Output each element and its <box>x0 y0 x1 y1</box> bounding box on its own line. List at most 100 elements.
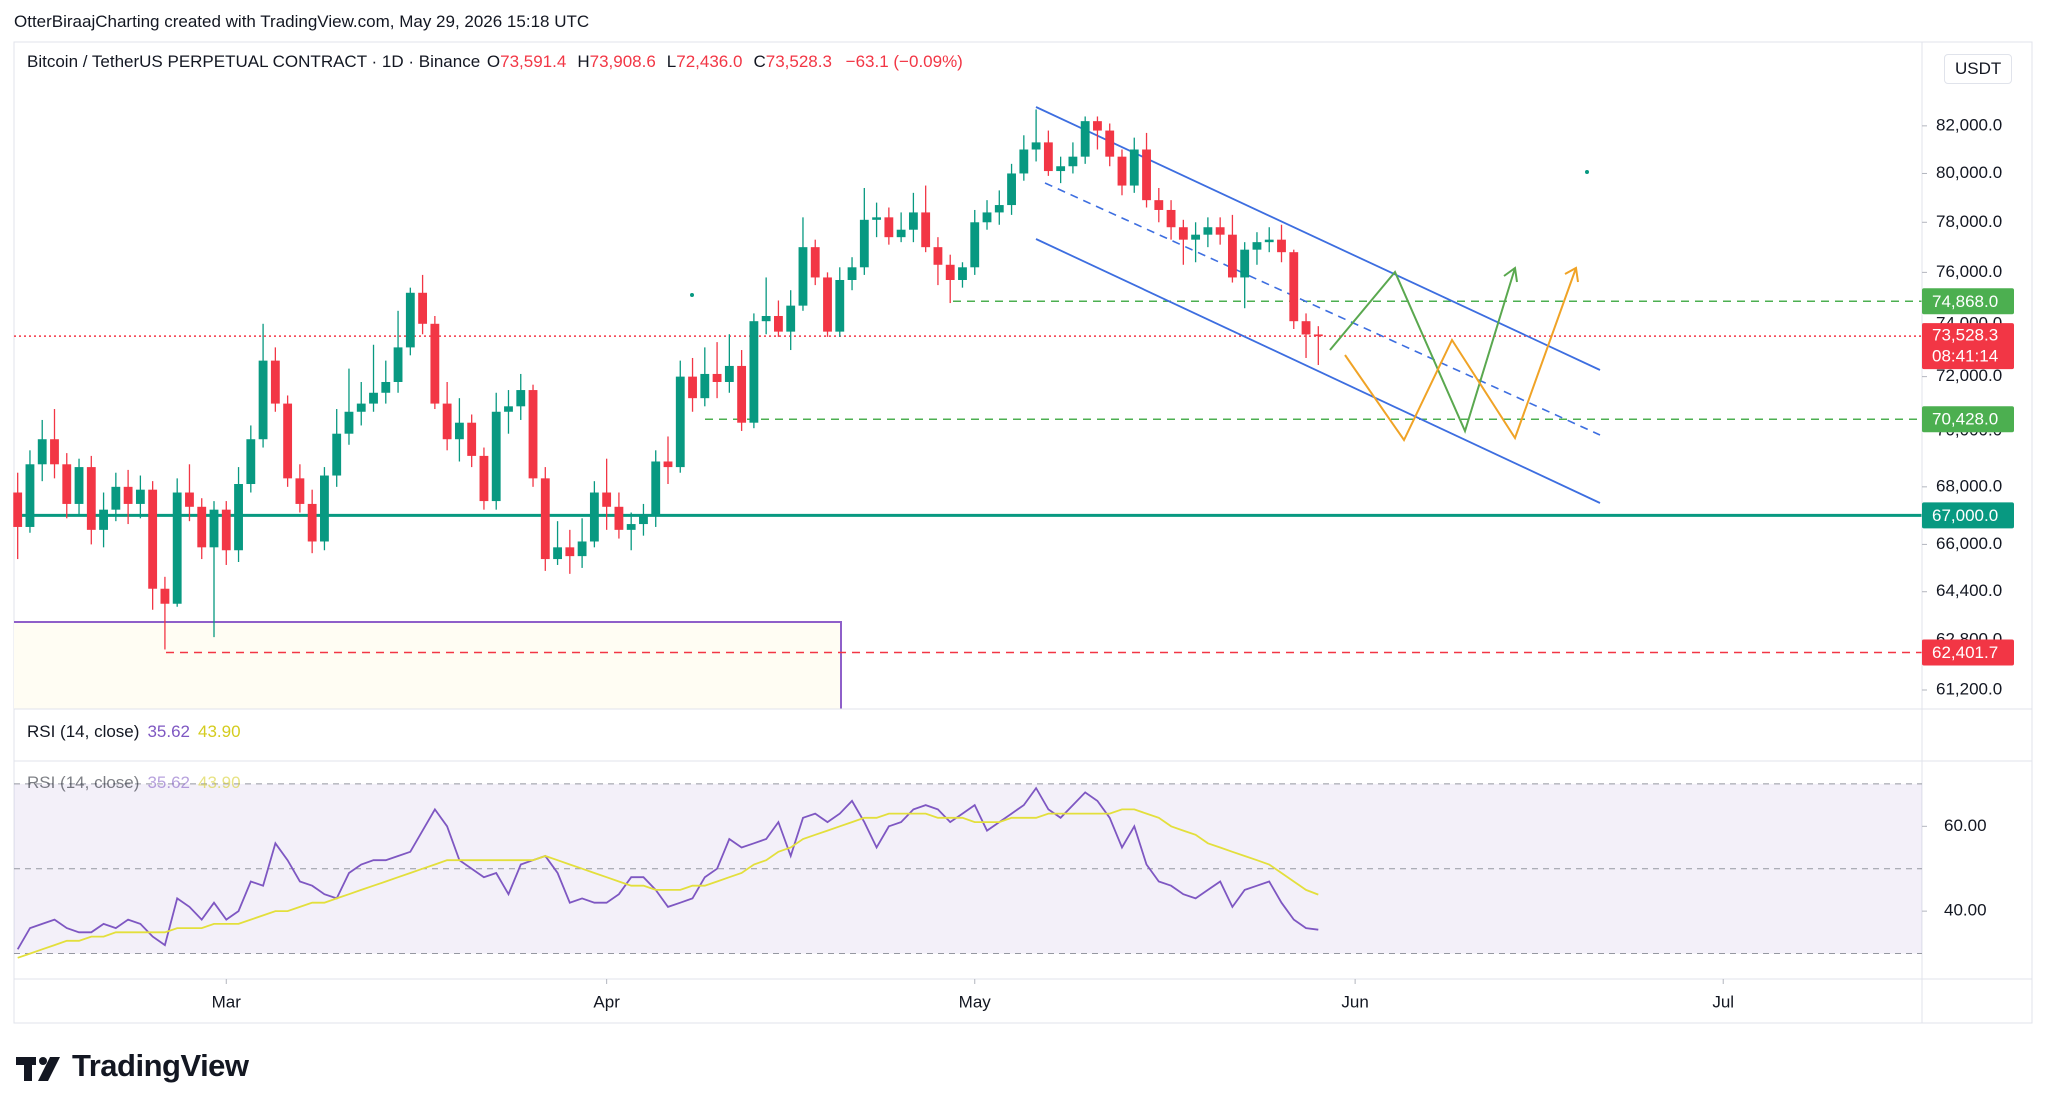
y-tick-label: 78,000.0 <box>1936 212 2002 231</box>
countdown: 08:41:14 <box>1932 347 1998 366</box>
level-label: 62,401.7 <box>1932 643 1998 662</box>
x-tick-label: Jul <box>1712 992 1734 1011</box>
candle-body <box>737 365 747 423</box>
candle-body <box>823 277 832 332</box>
candle-body <box>430 323 440 404</box>
candle-body <box>1056 166 1066 172</box>
y-tick-label: 72,000.0 <box>1936 366 2002 385</box>
rsi-title: RSI (14, close) <box>27 773 140 792</box>
candle-body <box>958 267 967 280</box>
candle-body <box>626 524 636 530</box>
candle-body <box>504 406 513 412</box>
candle-body <box>1129 149 1139 186</box>
footer-logo: TradingView <box>72 1048 249 1083</box>
arrow-head <box>1564 266 1579 283</box>
candle-body <box>1019 149 1029 174</box>
rsi-ma-line <box>17 808 1319 959</box>
candle-body <box>467 422 477 456</box>
candle-body <box>99 509 108 530</box>
candle-body <box>283 403 293 479</box>
candle-body <box>332 433 342 476</box>
rsi-legend: RSI (14, close) 35.62 43.90 <box>27 722 241 742</box>
candle-body <box>835 279 845 332</box>
level-label-bg <box>1922 639 2014 666</box>
candle-body <box>589 492 599 542</box>
candle-body <box>1142 149 1151 201</box>
candle-body <box>111 486 121 510</box>
candle-body <box>774 315 783 332</box>
candle-body <box>1301 321 1311 335</box>
candle-body <box>405 292 415 348</box>
candle-body <box>1203 227 1213 235</box>
candle-body <box>123 486 133 504</box>
levels <box>14 300 1922 654</box>
candle-body <box>221 509 231 551</box>
projection-green <box>1329 267 1516 434</box>
candle-body <box>896 229 906 238</box>
arrow-head <box>1503 266 1518 283</box>
channel-mid <box>1044 182 1601 436</box>
candle-body <box>1043 142 1053 172</box>
candle-body <box>528 390 538 479</box>
candle-body <box>933 247 943 265</box>
candle-body <box>1313 334 1323 337</box>
rsi-y-tick-label: 60.00 <box>1944 816 1987 835</box>
ohlc-value: 72,436.0 <box>676 52 743 71</box>
ohlc-value: 73,908.6 <box>589 52 656 71</box>
candle-body <box>1093 121 1102 131</box>
candle-body <box>1080 121 1090 157</box>
rsi-value: 35.62 <box>147 722 190 741</box>
candle-body <box>62 464 72 504</box>
candle-body <box>847 267 857 280</box>
symbol: Bitcoin / TetherUS PERPETUAL CONTRACT · … <box>27 52 481 71</box>
candle-body <box>810 247 820 278</box>
candle-body <box>798 247 808 306</box>
ohlc-key: C <box>753 52 766 71</box>
candle-body <box>356 403 366 412</box>
candles <box>13 109 1323 650</box>
rsi-line <box>16 786 1319 950</box>
candle-body <box>688 376 697 399</box>
y-tick-label: 68,000.0 <box>1936 476 2002 495</box>
level-label: 70,428.0 <box>1932 410 1998 429</box>
candle-body <box>1240 249 1250 278</box>
candle-body <box>614 506 624 530</box>
candle-body <box>516 390 526 407</box>
range-box-border <box>14 621 842 709</box>
candle-body <box>994 205 1004 213</box>
candle-body <box>50 439 59 465</box>
candle-body <box>454 422 464 440</box>
candle-body <box>209 509 219 548</box>
candle-body <box>135 489 145 504</box>
currency-button[interactable]: USDT <box>1944 54 2013 84</box>
candle-body <box>369 392 378 404</box>
last-price-label: 73,528.3 <box>1932 326 1998 345</box>
candle-body <box>761 315 771 322</box>
y-tick-label: 64,400.0 <box>1936 581 2002 600</box>
candle-body <box>1117 156 1127 186</box>
candle-body <box>859 219 869 268</box>
candle-body <box>1191 234 1201 240</box>
candle-body <box>884 217 894 238</box>
candle-body <box>381 381 391 393</box>
candle-body <box>148 489 158 589</box>
level-label-bg <box>1922 406 2014 433</box>
candle-body <box>749 321 759 423</box>
candle-body <box>1178 227 1188 240</box>
level-label-bg <box>1922 502 2014 529</box>
candle-body <box>246 439 256 485</box>
candle-body <box>25 464 35 527</box>
range-box <box>14 622 841 709</box>
candle-body <box>1068 156 1078 167</box>
candle-body <box>307 503 317 542</box>
axis-labels: 74,868.0 70,428.0 67,000.0 62,401.7 73,528.3… <box>1922 288 2014 666</box>
candle-body <box>553 547 562 560</box>
level-label-bg <box>1922 288 2014 315</box>
level-label: 74,868.0 <box>1932 292 1998 311</box>
candle-body <box>639 515 648 525</box>
candle-body <box>1031 142 1041 150</box>
ohlc: O73,591.4 H73,908.6 L72,436.0 C73,528.3 <box>485 52 841 71</box>
candle-body <box>234 484 243 551</box>
rsi-pane <box>14 783 1922 959</box>
